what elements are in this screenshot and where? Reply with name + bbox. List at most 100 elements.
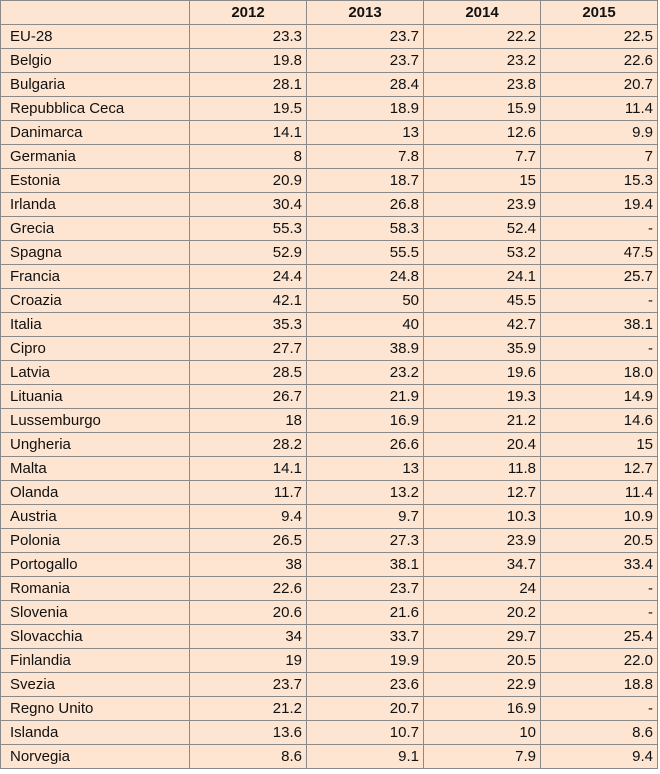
value-cell: 52.9 — [189, 240, 307, 265]
value-cell: 22.6 — [189, 576, 307, 601]
value-cell: 23.7 — [306, 576, 424, 601]
value-cell: 7 — [540, 144, 658, 169]
value-cell: 22.0 — [540, 648, 658, 673]
table-row: Austria 9.4 9.7 10.3 10.9 — [0, 504, 658, 529]
value-cell: 7.7 — [423, 144, 541, 169]
value-cell: - — [540, 216, 658, 241]
value-cell: 30.4 — [189, 192, 307, 217]
value-cell: 13 — [306, 456, 424, 481]
table-row: Slovenia 20.6 21.6 20.2- — [0, 600, 658, 625]
value-cell: 26.6 — [306, 432, 424, 457]
country-cell: Austria — [0, 504, 190, 529]
value-cell: 15.9 — [423, 96, 541, 121]
country-cell: Croazia — [0, 288, 190, 313]
value-cell: 21.2 — [423, 408, 541, 433]
table-row: Bulgaria 28.1 28.4 23.8 20.7 — [0, 72, 658, 97]
value-cell: 14.1 — [189, 456, 307, 481]
value-cell: 20.7 — [540, 72, 658, 97]
value-cell: - — [540, 696, 658, 721]
country-cell: Danimarca — [0, 120, 190, 145]
value-cell: 18 — [189, 408, 307, 433]
value-cell: 19.5 — [189, 96, 307, 121]
value-cell: 18.8 — [540, 672, 658, 697]
value-cell: 19.8 — [189, 48, 307, 73]
value-cell: 20.4 — [423, 432, 541, 457]
table-row: Norvegia 8.6 9.1 7.9 9.4 — [0, 744, 658, 769]
value-cell: 38.9 — [306, 336, 424, 361]
table-row: Regno Unito 21.2 20.7 16.9- — [0, 696, 658, 721]
value-cell: 19.6 — [423, 360, 541, 385]
value-cell: 53.2 — [423, 240, 541, 265]
table-row: Croazia 42.1 50 45.5- — [0, 288, 658, 313]
value-cell: 23.9 — [423, 528, 541, 553]
country-cell: Germania — [0, 144, 190, 169]
value-cell: 45.5 — [423, 288, 541, 313]
value-cell: 23.7 — [306, 24, 424, 49]
table-row: Repubblica Ceca 19.5 18.9 15.9 11.4 — [0, 96, 658, 121]
value-cell: 22.5 — [540, 24, 658, 49]
table-row: Olanda 11.7 13.2 12.7 11.4 — [0, 480, 658, 505]
country-cell: Malta — [0, 456, 190, 481]
country-cell: Portogallo — [0, 552, 190, 577]
value-cell: 28.1 — [189, 72, 307, 97]
table-row: EU-28 23.3 23.7 22.2 22.5 — [0, 24, 658, 49]
value-cell: 22.9 — [423, 672, 541, 697]
value-cell: 11.4 — [540, 480, 658, 505]
value-cell: 33.7 — [306, 624, 424, 649]
table-row: Grecia 55.3 58.3 52.4- — [0, 216, 658, 241]
table-row: Estonia 20.9 18.7 15 15.3 — [0, 168, 658, 193]
value-cell: 40 — [306, 312, 424, 337]
value-cell: 28.2 — [189, 432, 307, 457]
value-cell: 20.5 — [540, 528, 658, 553]
country-cell: Norvegia — [0, 744, 190, 769]
value-cell: - — [540, 336, 658, 361]
value-cell: 8.6 — [189, 744, 307, 769]
table-row: Latvia 28.5 23.2 19.6 18.0 — [0, 360, 658, 385]
value-cell: 12.6 — [423, 120, 541, 145]
value-cell: 23.2 — [306, 360, 424, 385]
value-cell: 16.9 — [306, 408, 424, 433]
value-cell: 52.4 — [423, 216, 541, 241]
table-row: Malta 14.1 13 11.8 12.7 — [0, 456, 658, 481]
value-cell: 11.7 — [189, 480, 307, 505]
value-cell: 9.7 — [306, 504, 424, 529]
country-cell: Lussemburgo — [0, 408, 190, 433]
table-row: Spagna 52.9 55.5 53.2 47.5 — [0, 240, 658, 265]
value-cell: 14.6 — [540, 408, 658, 433]
value-cell: 24.4 — [189, 264, 307, 289]
value-cell: 27.7 — [189, 336, 307, 361]
value-cell: 58.3 — [306, 216, 424, 241]
value-cell: 42.1 — [189, 288, 307, 313]
value-cell: 20.7 — [306, 696, 424, 721]
table-body: EU-28 23.3 23.7 22.2 22.5 Belgio 19.8 23.7 23.2 2… — [0, 24, 658, 769]
value-cell: 13.6 — [189, 720, 307, 745]
country-cell: Latvia — [0, 360, 190, 385]
value-cell: 28.5 — [189, 360, 307, 385]
value-cell: 34 — [189, 624, 307, 649]
table-row: Islanda 13.6 10.7 10 8.6 — [0, 720, 658, 745]
value-cell: 55.5 — [306, 240, 424, 265]
value-cell: 10.7 — [306, 720, 424, 745]
value-cell: 23.7 — [189, 672, 307, 697]
value-cell: 35.3 — [189, 312, 307, 337]
value-cell: 15 — [423, 168, 541, 193]
value-cell: 38.1 — [540, 312, 658, 337]
value-cell: 13.2 — [306, 480, 424, 505]
value-cell: 23.7 — [306, 48, 424, 73]
value-cell: 8 — [189, 144, 307, 169]
value-cell: - — [540, 576, 658, 601]
country-cell: Romania — [0, 576, 190, 601]
value-cell: 12.7 — [540, 456, 658, 481]
table-row: Danimarca 14.1 13 12.6 9.9 — [0, 120, 658, 145]
country-cell: Belgio — [0, 48, 190, 73]
value-cell: 19.9 — [306, 648, 424, 673]
country-cell: Irlanda — [0, 192, 190, 217]
value-cell: 20.5 — [423, 648, 541, 673]
table-row: Portogallo 38 38.1 34.7 33.4 — [0, 552, 658, 577]
value-cell: 8.6 — [540, 720, 658, 745]
value-cell: 38 — [189, 552, 307, 577]
value-cell: 35.9 — [423, 336, 541, 361]
header-corner-cell — [0, 0, 190, 25]
value-cell: 23.6 — [306, 672, 424, 697]
header-year-2014: 2014 — [423, 0, 541, 25]
